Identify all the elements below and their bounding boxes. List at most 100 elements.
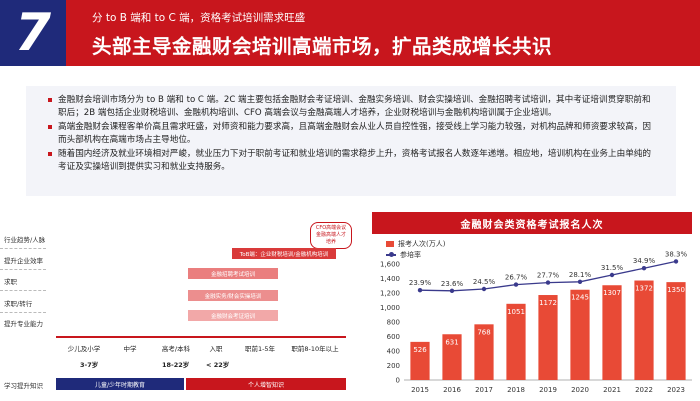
practice-bar: 金融实务/财会实操培训 bbox=[188, 290, 278, 301]
cfo-bubble: CFO高端会议 金融高端人才培养 bbox=[310, 222, 352, 249]
rate-label: 38.3% bbox=[665, 250, 688, 258]
x-tick-label: 2022 bbox=[635, 386, 653, 394]
section-number: 7 bbox=[14, 3, 52, 63]
y-tick-label: 0 bbox=[396, 377, 400, 385]
y-tick-label: 800 bbox=[387, 319, 400, 327]
stage-label: 职前8-10年以上 bbox=[291, 345, 339, 353]
bar bbox=[442, 334, 462, 380]
y-tick-label: 400 bbox=[387, 348, 400, 356]
rate-point bbox=[673, 259, 679, 264]
rate-point bbox=[609, 272, 615, 278]
line-swatch bbox=[386, 252, 396, 257]
bar bbox=[570, 289, 590, 380]
legend-bar: 报考人次(万人) bbox=[386, 239, 445, 249]
row-label: 求职/转行 bbox=[4, 300, 33, 308]
bar bbox=[666, 282, 686, 380]
rate-point bbox=[417, 288, 423, 293]
row-label: 提升专业能力 bbox=[4, 320, 43, 328]
y-tick-label: 1,200 bbox=[380, 290, 400, 298]
rate-label: 23.9% bbox=[409, 279, 432, 287]
bar bbox=[506, 303, 526, 380]
bar-value-label: 631 bbox=[445, 338, 458, 346]
chart-svg: 0 200 400 600 800 1,000 1,200 1,400 1,600 526 2015… bbox=[380, 250, 692, 394]
bar-value-label: 1372 bbox=[635, 285, 653, 293]
cert-bar: 金融财会考证培训 bbox=[188, 310, 278, 321]
exam-chart-panel: 金融财会类资格考试报名人次 报考人次(万人) 参培率 0 200 400 600 800… bbox=[372, 212, 700, 401]
rate-label: 27.7% bbox=[537, 272, 560, 280]
personal-growth-bar: 个人增智知识 bbox=[186, 378, 346, 390]
timeline-axis bbox=[56, 336, 346, 338]
bar bbox=[410, 341, 430, 380]
y-tick-label: 600 bbox=[387, 333, 400, 341]
rate-label: 23.6% bbox=[441, 280, 464, 288]
childhood-bar: 儿童/少年时期教育 bbox=[56, 378, 184, 390]
bar-value-label: 1350 bbox=[667, 286, 685, 294]
chart-title: 金融财会类资格考试报名人次 bbox=[372, 212, 692, 234]
age-label: 3-7岁 bbox=[80, 361, 99, 369]
row-divider bbox=[0, 269, 46, 270]
x-tick-label: 2020 bbox=[571, 386, 589, 394]
recruit-exam-bar: 金融招聘考试培训 bbox=[188, 268, 278, 279]
x-tick-label: 2023 bbox=[667, 386, 685, 394]
row-divider bbox=[0, 290, 46, 291]
age-label: 18-22岁 bbox=[162, 361, 190, 369]
rate-label: 34.9% bbox=[633, 257, 656, 265]
stage-label: 入职 bbox=[209, 345, 223, 353]
rate-label: 28.1% bbox=[569, 271, 592, 279]
age-label: < 22岁 bbox=[206, 361, 230, 369]
rate-point bbox=[481, 286, 487, 292]
header-subtitle: 分 to B 端和 to C 端，资格考试培训需求旺盛 bbox=[92, 12, 306, 24]
y-tick-label: 200 bbox=[387, 362, 400, 370]
bar-value-label: 1051 bbox=[507, 308, 525, 316]
stage-label: 职前1-5年 bbox=[244, 345, 276, 353]
rate-label: 26.7% bbox=[505, 274, 528, 282]
x-tick-label: 2019 bbox=[539, 386, 557, 394]
bar-value-label: 768 bbox=[477, 328, 490, 336]
bullet-item: 随着国内经济及就业环境相对严峻，就业压力下对于职前考证和就业培训的需求稳步上升，… bbox=[48, 148, 656, 174]
x-tick-label: 2017 bbox=[475, 386, 493, 394]
bar-value-label: 1245 bbox=[571, 294, 589, 302]
career-path-diagram: 行业趋势/人脉 提升企业效率 求职 求职/转行 提升专业能力 CFO高端会议 金… bbox=[0, 212, 352, 401]
tob-bar: ToB端：企业财税培训/金融机构培训 bbox=[232, 248, 336, 259]
y-tick-label: 1,400 bbox=[380, 275, 400, 283]
x-tick-label: 2021 bbox=[603, 386, 621, 394]
bar-value-label: 526 bbox=[413, 346, 427, 354]
row-label: 提升企业效率 bbox=[4, 257, 43, 265]
y-tick-label: 1,600 bbox=[380, 261, 400, 269]
header-banner: 7 分 to B 端和 to C 端，资格考试培训需求旺盛 头部主导金融财会培训… bbox=[0, 0, 700, 66]
bar bbox=[634, 280, 654, 380]
rate-label: 24.5% bbox=[473, 278, 496, 286]
legend-line: 参培率 bbox=[386, 250, 421, 260]
stage-label: 中学 bbox=[123, 345, 137, 353]
rate-point bbox=[513, 282, 519, 287]
x-tick-label: 2016 bbox=[443, 386, 461, 394]
summary-box: 金融财会培训市场分为 to B 端和 to C 端。2C 端主要包括金融财会考证… bbox=[26, 86, 676, 196]
rate-label: 31.5% bbox=[601, 264, 624, 272]
bar bbox=[538, 295, 558, 380]
bar-value-label: 1172 bbox=[539, 299, 557, 307]
legend-line-label: 参培率 bbox=[400, 251, 421, 259]
rate-point bbox=[449, 288, 455, 293]
y-tick-label: 1,000 bbox=[380, 304, 400, 312]
page-title: 头部主导金融财会培训高端市场，扩品类成增长共识 bbox=[92, 35, 553, 58]
row-label: 行业趋势/人脉 bbox=[4, 236, 46, 244]
section-number-badge: 7 bbox=[0, 0, 66, 66]
stage-label: 少儿及小学 bbox=[67, 345, 101, 353]
bar-value-label: 1307 bbox=[603, 289, 621, 297]
row-label: 学习提升知识 bbox=[4, 382, 43, 390]
row-label: 求职 bbox=[4, 278, 17, 286]
rate-point bbox=[641, 266, 647, 271]
x-tick-label: 2015 bbox=[411, 386, 429, 394]
rate-point bbox=[545, 280, 551, 285]
bullet-item: 金融财会培训市场分为 to B 端和 to C 端。2C 端主要包括金融财会考证… bbox=[48, 94, 656, 120]
rate-point bbox=[577, 279, 583, 284]
bar bbox=[474, 324, 494, 380]
bullet-item: 高端金融财会课程客单价高且需求旺盛，对师资和能力要求高，且高端金融财会从业人员自… bbox=[48, 121, 656, 147]
row-divider bbox=[0, 312, 46, 313]
x-tick-label: 2018 bbox=[507, 386, 525, 394]
bar-swatch bbox=[386, 241, 394, 247]
bar bbox=[602, 285, 622, 380]
stage-label: 高考/本科 bbox=[161, 345, 191, 353]
legend-bar-label: 报考人次(万人) bbox=[398, 240, 446, 248]
row-divider bbox=[0, 248, 46, 249]
